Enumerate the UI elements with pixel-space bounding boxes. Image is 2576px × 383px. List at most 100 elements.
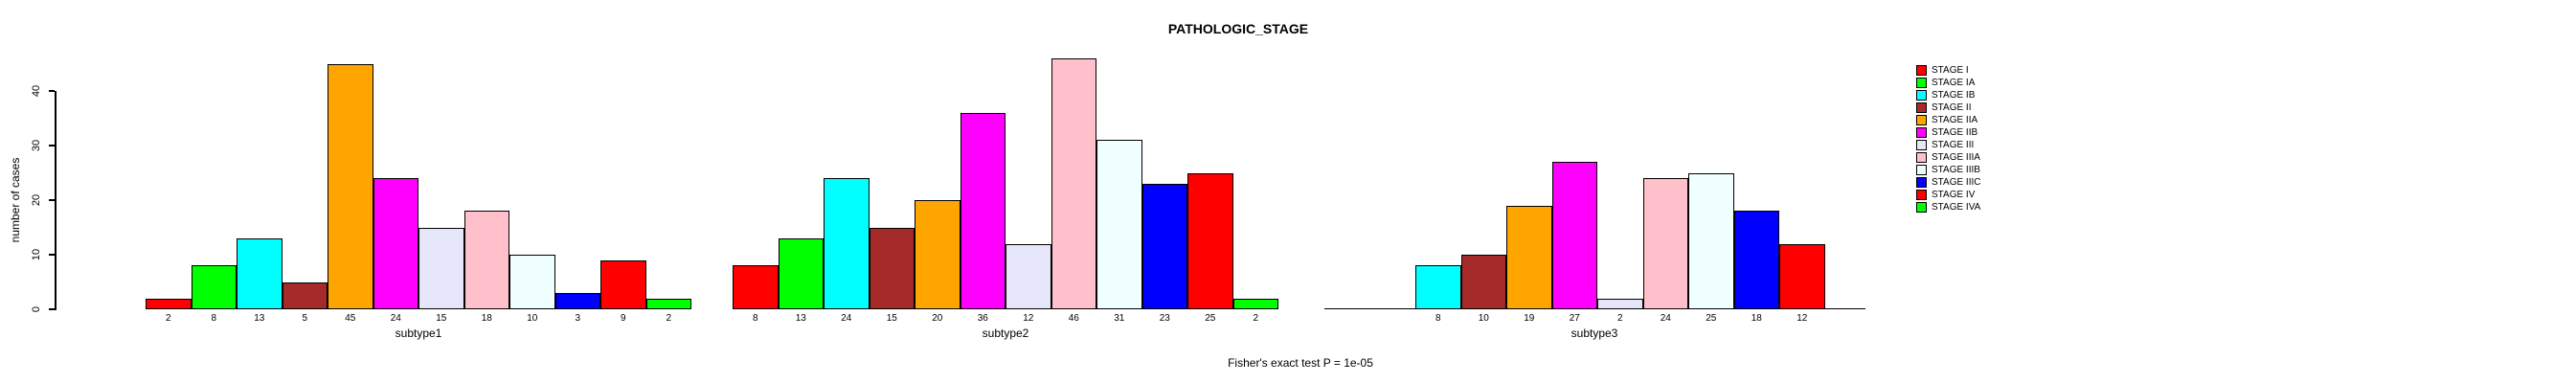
subplot-xlabel-subtype3: subtype3 <box>1570 327 1618 340</box>
legend-swatch-icon <box>1916 102 1927 113</box>
bar-stage-ib <box>824 178 870 309</box>
legend-swatch-icon <box>1916 140 1927 150</box>
legend-item-stage-ii: STAGE II <box>1916 101 1972 114</box>
bar-value-label: 8 <box>752 313 758 324</box>
bar-value-label: 2 <box>165 313 171 324</box>
legend-item-label: STAGE IVA <box>1932 202 1981 213</box>
bar-value-label: 24 <box>841 313 852 324</box>
bar-value-label: 12 <box>1796 313 1808 324</box>
bar-stage-iiic <box>554 292 600 309</box>
legend-item-label: STAGE IIIA <box>1932 152 1980 163</box>
legend-item-stage-ia: STAGE IA <box>1916 77 1975 89</box>
bar-stage-iiia <box>1051 57 1096 309</box>
legend-item-label: STAGE IIB <box>1932 127 1978 138</box>
bar-value-label: 23 <box>1159 313 1170 324</box>
bar-value-label: 2 <box>1253 313 1259 324</box>
legend-swatch-icon <box>1916 165 1927 175</box>
legend-item-stage-iiic: STAGE IIIC <box>1916 176 1981 189</box>
bar-stage-i <box>146 298 192 309</box>
bar-value-label: 12 <box>1023 313 1034 324</box>
legend-item-label: STAGE IA <box>1932 78 1976 88</box>
y-tick-label: 20 <box>31 193 42 207</box>
bar-value-label: 2 <box>1616 313 1623 324</box>
bar-stage-iii <box>418 227 464 309</box>
legend-swatch-icon <box>1916 65 1927 76</box>
legend-item-label: STAGE IIIC <box>1932 177 1981 188</box>
y-tick-label: 40 <box>31 84 42 98</box>
bar-value-label: 10 <box>1478 313 1489 324</box>
bar-stage-iii <box>1597 298 1643 309</box>
legend-swatch-icon <box>1916 152 1927 163</box>
legend-swatch-icon <box>1916 177 1927 188</box>
bar-value-label: 18 <box>1751 313 1762 324</box>
bar-stage-iva <box>645 298 691 309</box>
legend-swatch-icon <box>1916 90 1927 101</box>
bar-stage-iv <box>1187 172 1233 309</box>
bar-value-label: 13 <box>795 313 806 324</box>
bar-stage-i <box>733 265 779 309</box>
legend-item-stage-iiia: STAGE IIIA <box>1916 151 1980 164</box>
bar-value-label: 24 <box>390 313 401 324</box>
legend-swatch-icon <box>1916 127 1927 138</box>
y-tick-mark <box>49 254 55 256</box>
y-tick-mark <box>49 199 55 201</box>
legend-item-label: STAGE IV <box>1932 190 1976 200</box>
bar-value-label: 15 <box>886 313 897 324</box>
bar-stage-ii <box>1460 255 1506 309</box>
bar-stage-iii <box>1006 243 1051 309</box>
legend-swatch-icon <box>1916 190 1927 200</box>
bar-stage-iiia <box>1642 178 1688 309</box>
legend-item-stage-iia: STAGE IIA <box>1916 114 1977 126</box>
bar-stage-iia <box>328 63 373 309</box>
chart-title: PATHOLOGIC_STAGE <box>1167 21 1309 36</box>
legend-item-label: STAGE II <box>1932 102 1972 113</box>
legend-item-stage-iib: STAGE IIB <box>1916 126 1977 139</box>
bar-value-label: 27 <box>1569 313 1580 324</box>
bar-value-label: 5 <box>302 313 308 324</box>
bar-stage-iiic <box>1141 183 1187 309</box>
bar-value-label: 8 <box>1435 313 1441 324</box>
legend-item-stage-ib: STAGE IB <box>1916 89 1975 101</box>
y-tick-label: 0 <box>31 305 42 313</box>
bar-stage-iiia <box>463 211 509 309</box>
bar-value-label: 20 <box>932 313 943 324</box>
bar-value-label: 2 <box>666 313 672 324</box>
bar-stage-iia <box>1506 205 1552 309</box>
legend-swatch-icon <box>1916 78 1927 88</box>
bar-value-label: 10 <box>527 313 538 324</box>
fisher-exact-test-note: Fisher's exact test P = 1e-05 <box>1228 356 1373 370</box>
y-axis-label: number of cases <box>9 157 22 243</box>
bar-value-label: 36 <box>977 313 988 324</box>
legend-item-stage-iiib: STAGE IIIB <box>1916 164 1980 176</box>
bar-value-label: 18 <box>481 313 492 324</box>
y-tick-mark <box>49 145 55 146</box>
bar-value-label: 45 <box>345 313 356 324</box>
bar-stage-iv <box>1779 243 1825 309</box>
bar-value-label: 8 <box>211 313 217 324</box>
bar-value-label: 15 <box>436 313 447 324</box>
subplot-xlabel-subtype1: subtype1 <box>395 327 442 340</box>
bar-stage-iiib <box>1688 172 1734 309</box>
bar-stage-iva <box>1232 298 1278 309</box>
legend-item-label: STAGE III <box>1932 140 1975 150</box>
y-tick-mark <box>49 308 55 310</box>
bar-value-label: 3 <box>575 313 581 324</box>
legend-item-stage-iii: STAGE III <box>1916 139 1974 151</box>
bar-stage-iib <box>373 178 418 309</box>
bar-stage-iib <box>960 112 1006 309</box>
bar-value-label: 19 <box>1524 313 1535 324</box>
bar-stage-ib <box>237 237 282 309</box>
bar-value-label: 9 <box>620 313 626 324</box>
bar-value-label: 46 <box>1068 313 1079 324</box>
legend-swatch-icon <box>1916 202 1927 213</box>
legend-item-label: STAGE IB <box>1932 90 1976 101</box>
y-tick-mark <box>49 90 55 92</box>
bar-value-label: 25 <box>1205 313 1216 324</box>
bar-stage-iv <box>600 259 646 309</box>
bar-stage-ii <box>282 282 328 309</box>
bar-value-label: 31 <box>1114 313 1125 324</box>
bar-stage-ii <box>869 227 915 309</box>
bar-stage-iiic <box>1733 211 1779 309</box>
bar-stage-iiib <box>509 255 555 309</box>
